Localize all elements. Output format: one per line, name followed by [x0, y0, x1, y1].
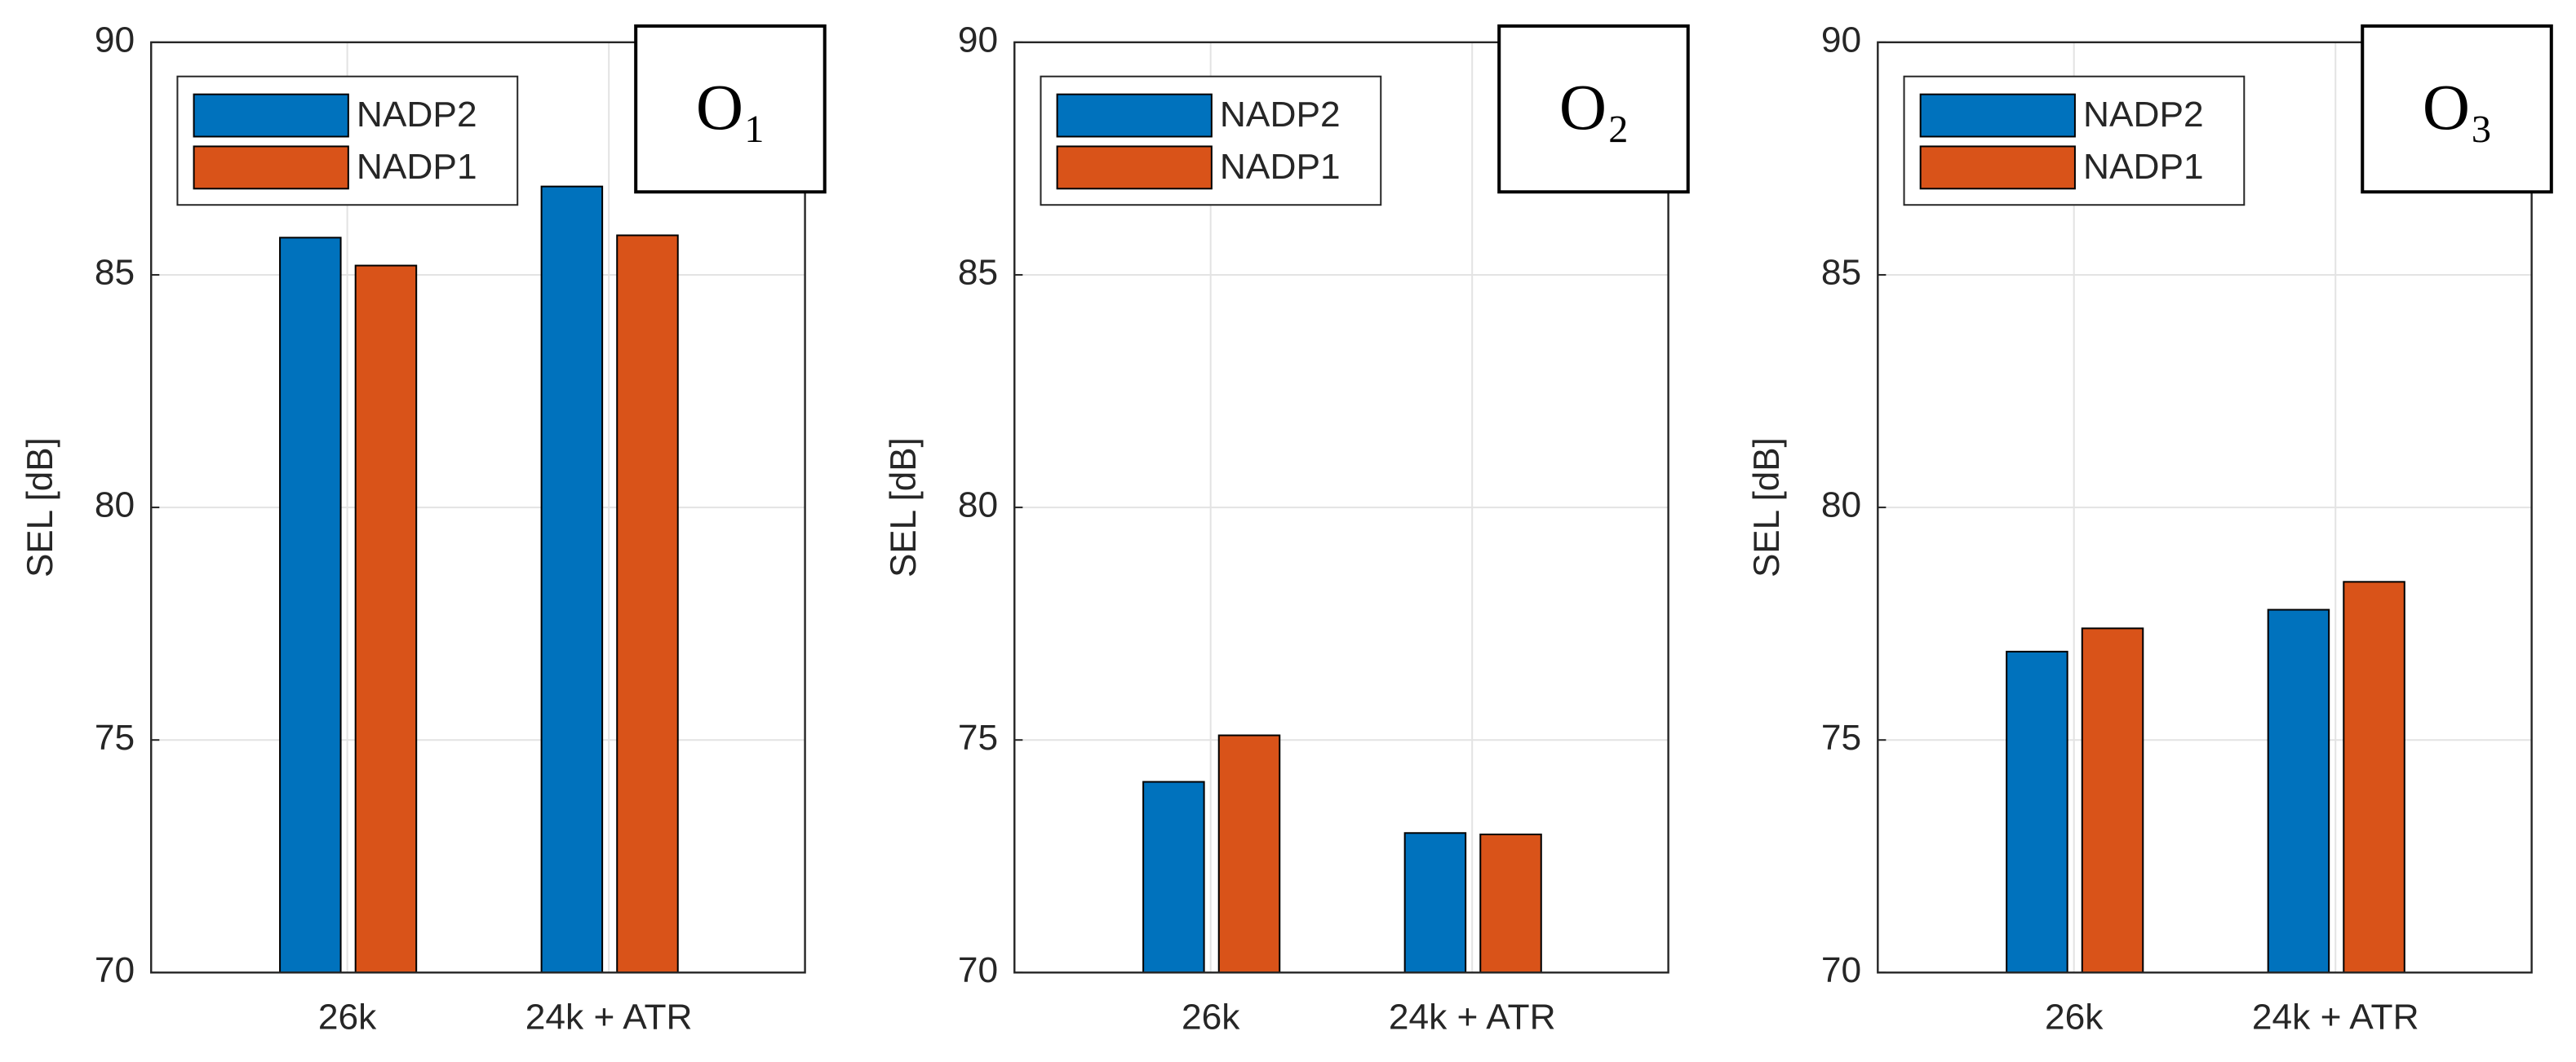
x-tick-label: 24k + ATR [525, 998, 693, 1038]
annotation: O₂ [1559, 72, 1629, 144]
bar [1479, 833, 1542, 974]
legend-swatch [1056, 145, 1213, 190]
legend-label: NADP2 [2083, 95, 2204, 135]
bar [2267, 608, 2330, 974]
axes-box [150, 41, 806, 974]
annotation-box [634, 24, 827, 194]
y-axis-label: SEL [dB] [884, 437, 924, 577]
x-tick-label: 26k [1182, 998, 1240, 1038]
y-tick-label: 85 [1821, 253, 1861, 293]
axes-box [1877, 41, 2533, 974]
y-tick-label: 75 [958, 718, 998, 758]
bar [354, 264, 418, 974]
y-tick-label: 70 [1821, 950, 1861, 990]
legend-swatch [1919, 93, 2076, 138]
legend-label: NADP2 [357, 95, 477, 135]
axes-box [1013, 41, 1669, 974]
bar [2006, 650, 2068, 974]
x-tick-label: 26k [318, 998, 377, 1038]
y-tick-label: 75 [95, 718, 135, 758]
y-tick-label: 90 [95, 20, 135, 60]
y-tick-label: 75 [1821, 718, 1861, 758]
y-tick-label: 80 [95, 485, 135, 525]
x-tick-label: 26k [2045, 998, 2104, 1038]
legend-swatch [193, 93, 349, 138]
bar [1217, 734, 1281, 974]
bar [540, 185, 604, 974]
bar [2343, 581, 2405, 974]
legend-label: NADP1 [357, 147, 477, 187]
y-tick-label: 90 [958, 20, 998, 60]
bar [2081, 627, 2144, 974]
bar [1403, 832, 1467, 974]
x-tick-label: 24k + ATR [1389, 998, 1556, 1038]
legend-label: NADP2 [1220, 95, 1341, 135]
y-tick-label: 85 [958, 253, 998, 293]
legend-swatch [1919, 145, 2076, 190]
annotation: O₁ [696, 72, 766, 144]
annotation: O₃ [2423, 72, 2493, 144]
bar [616, 234, 679, 974]
y-tick-label: 70 [95, 950, 135, 990]
legend-label: NADP1 [1220, 147, 1341, 187]
y-tick-label: 80 [1821, 485, 1861, 525]
y-tick-label: 70 [958, 950, 998, 990]
y-tick-label: 85 [95, 253, 135, 293]
legend-swatch [1056, 93, 1213, 138]
y-tick-label: 90 [1821, 20, 1861, 60]
y-axis-label: SEL [dB] [1747, 437, 1787, 577]
bar [1142, 781, 1205, 974]
x-tick-label: 24k + ATR [2252, 998, 2419, 1038]
y-tick-label: 80 [958, 485, 998, 525]
bar [279, 237, 342, 974]
legend-swatch [193, 145, 349, 190]
y-axis-label: SEL [dB] [20, 437, 60, 577]
annotation-box [2361, 24, 2553, 194]
legend-label: NADP1 [2083, 147, 2204, 187]
annotation-box [1497, 24, 1690, 194]
